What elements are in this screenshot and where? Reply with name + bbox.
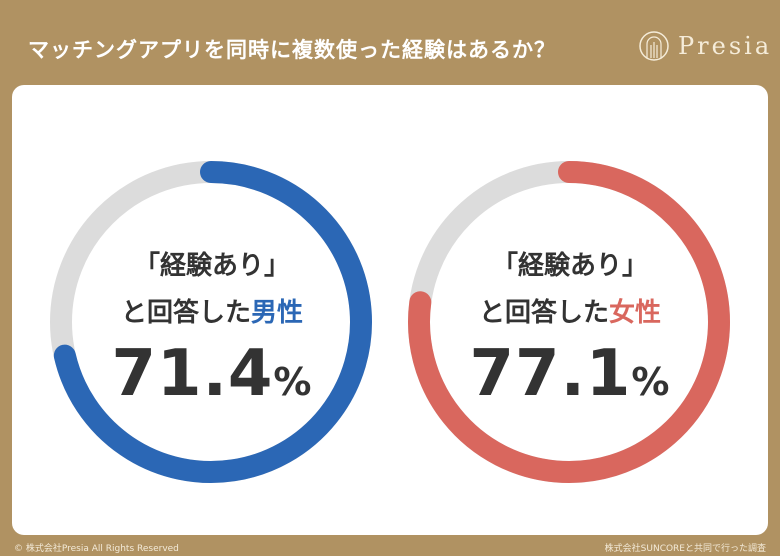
unit: % — [273, 360, 313, 404]
presia-logo: Presia — [638, 30, 772, 62]
donut-value-arc — [408, 161, 730, 483]
label-line1: 「経験あり」 — [491, 251, 648, 281]
value-text: 71.4 — [111, 337, 274, 411]
logo-text: Presia — [678, 32, 773, 60]
value-text: 77.1 — [469, 337, 632, 411]
group-label: 女性 — [609, 298, 662, 328]
label-prefix: と回答した — [478, 298, 609, 328]
window-emblem-icon — [639, 31, 669, 61]
copyright: © 株式会社Presia All Rights Reserved — [14, 544, 179, 554]
source-note: 株式会社SUNCOREと共同で行った調査 — [604, 544, 766, 554]
page-title: マッチングアプリを同時に複数使った経験はあるか？ — [28, 38, 556, 62]
label-prefix: と回答した — [120, 298, 251, 328]
donut-value-arc — [53, 161, 372, 483]
unit: % — [631, 360, 671, 404]
group-label: 男性 — [251, 298, 304, 328]
female-label: 「経験あり」 と回答した女性 77.1% — [420, 245, 720, 411]
label-line1: 「経験あり」 — [133, 251, 290, 281]
male-label: 「経験あり」 と回答した男性 71.4% — [62, 245, 362, 411]
